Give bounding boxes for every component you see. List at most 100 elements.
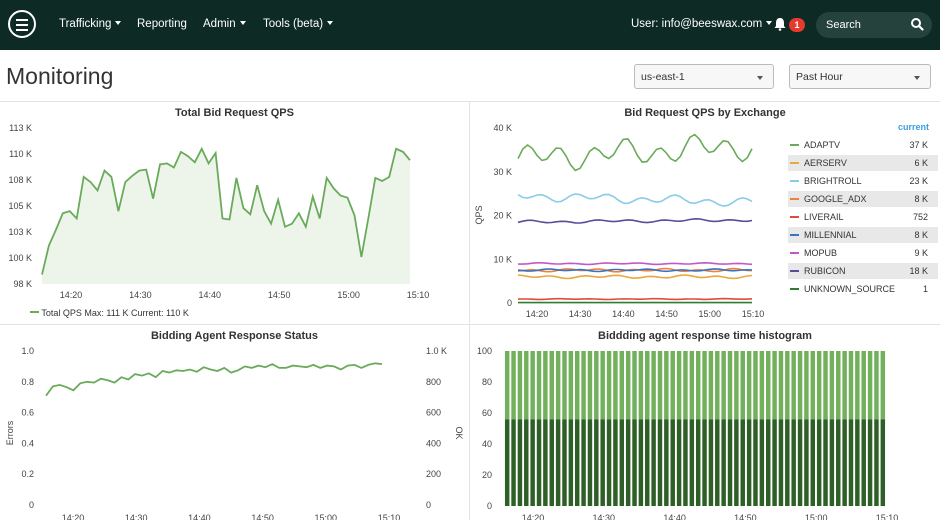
legend-current-value: 37 K (909, 140, 928, 150)
histogram-bar-fast (670, 419, 675, 506)
histogram-bar-slow (568, 351, 574, 420)
nav-tools[interactable]: Tools (beta) (263, 18, 334, 30)
y-tick-label: 100 K (8, 253, 32, 263)
x-tick-label: 15:00 (699, 309, 722, 319)
time-range-select-value: Past Hour (796, 71, 843, 83)
nav-trafficking[interactable]: Trafficking (59, 18, 122, 30)
y-axis-label-left: Errors (5, 420, 15, 445)
histogram-bar-slow (855, 351, 860, 420)
legend-series-name: RUBICON (804, 266, 846, 276)
histogram-bar-fast (836, 419, 841, 506)
total-qps-chart[interactable]: 113 K 110 K 108 K 105 K 103 K 100 K 98 K 14:20 1… (0, 102, 469, 324)
search-input[interactable]: Search (816, 12, 932, 38)
notification-badge[interactable]: 1 (789, 18, 805, 32)
legend-item-millennial[interactable]: MILLENNIAL 8 K (788, 227, 938, 243)
histogram-bar-fast (619, 419, 625, 506)
histogram-bar-slow (670, 351, 675, 420)
y-tick-label-right: 200 (426, 469, 441, 479)
x-tick-label: 14:40 (663, 513, 686, 520)
user-menu[interactable]: User: info@beeswax.com (631, 18, 773, 30)
histogram-bar-slow (587, 351, 593, 420)
legend-swatch (790, 180, 799, 182)
histogram-bar-slow (689, 351, 695, 420)
legend-series-name: GOOGLE_ADX (804, 194, 867, 204)
histogram-bar-slow (708, 351, 714, 420)
beeswax-logo-icon[interactable] (8, 10, 36, 38)
histogram-bar-fast (759, 419, 765, 506)
legend-series-name: AERSERV (804, 158, 847, 168)
x-tick-label: 15:00 (805, 513, 828, 520)
legend-swatch (790, 162, 799, 164)
histogram-bar-slow (765, 351, 771, 420)
histogram-bar-fast (625, 419, 631, 506)
legend-item-liverail[interactable]: LIVERAIL 752 (788, 209, 938, 225)
histogram-bar-slow (823, 351, 828, 420)
legend-swatch (790, 234, 799, 236)
histogram-bar-fast (581, 419, 586, 506)
histogram-bar-slow (562, 351, 567, 420)
histogram-bar-fast (797, 419, 803, 506)
series-line-millennial (517, 268, 753, 273)
histogram-bar-slow (753, 351, 758, 420)
legend-item-mopub[interactable]: MOPUB 9 K (788, 245, 938, 261)
legend-swatch (790, 216, 799, 218)
response-status-chart[interactable]: 1.0 0.8 0.6 0.4 0.2 0 1.0 K 800 600 400 200 0 14:20 1… (0, 325, 469, 520)
histogram-bar-slow (632, 351, 637, 420)
histogram-bar-slow (600, 351, 605, 420)
panel-title: Bidding Agent Response Status (150, 330, 319, 342)
legend-item-rubicon[interactable]: RUBICON 18 K (788, 263, 938, 279)
time-range-select[interactable]: Past Hour (789, 64, 931, 89)
nav-reporting[interactable]: Reporting (137, 18, 187, 30)
histogram-bar-slow (645, 351, 650, 420)
histogram-bar-slow (613, 351, 618, 420)
histogram-bar-fast (517, 419, 523, 506)
legend-current-value: 23 K (909, 176, 928, 186)
y-tick-label: 40 (482, 439, 492, 449)
legend-item-adaptv[interactable]: ADAPTV 37 K (788, 137, 938, 153)
qps-by-exchange-panel: Bid Request QPS by Exchange 40 K 30 K 20 K… (470, 102, 940, 324)
legend-swatch (30, 311, 39, 313)
search-icon[interactable] (910, 17, 924, 31)
histogram-bar-slow (549, 351, 554, 420)
histogram-bar-fast (613, 419, 618, 506)
y-tick-label: 103 K (8, 227, 32, 237)
histogram-bar-fast (664, 419, 669, 506)
histogram-bar-fast (829, 419, 835, 506)
histogram-bar-slow (804, 351, 809, 420)
legend-swatch (790, 144, 799, 146)
x-tick-label: 14:50 (655, 309, 678, 319)
legend-swatch (790, 288, 799, 290)
y-tick-label: 105 K (8, 201, 32, 211)
nav-admin[interactable]: Admin (203, 18, 246, 30)
histogram-bar-fast (816, 419, 822, 506)
divider (0, 101, 940, 102)
region-select[interactable]: us-east-1 (634, 64, 774, 89)
legend-item-unknown_source[interactable]: UNKNOWN_SOURCE 1 (788, 281, 938, 297)
histogram-bar-fast (638, 419, 644, 506)
legend-item-aerserv[interactable]: AERSERV 6 K (788, 155, 938, 171)
histogram-bar-slow (638, 351, 644, 420)
histogram-bar-fast (765, 419, 771, 506)
histogram-bar-slow (664, 351, 669, 420)
legend-current-header[interactable]: current (898, 122, 930, 132)
x-tick-label: 15:10 (876, 513, 899, 520)
x-tick-label: 14:20 (526, 309, 549, 319)
legend-item-brightroll[interactable]: BRIGHTROLL 23 K (788, 173, 938, 189)
histogram-bar-slow (606, 351, 612, 420)
series-line-liverail (517, 297, 753, 301)
histogram-bar-slow (511, 351, 516, 420)
region-select-value: us-east-1 (641, 71, 685, 83)
histogram-bar-slow (727, 351, 733, 420)
histogram-bar-fast (676, 419, 682, 506)
histogram-bar-slow (842, 351, 847, 420)
legend-item-google_adx[interactable]: GOOGLE_ADX 8 K (788, 191, 938, 207)
response-histogram-chart[interactable]: 100 80 60 40 20 0 14:20 14:30 14:40 14:50 15:00 15:… (470, 325, 940, 520)
y-tick-label: 0 (507, 298, 512, 308)
y-tick-label-right: 0 (426, 500, 431, 510)
y-tick-label: 10 K (493, 254, 512, 264)
histogram-bar-fast (651, 419, 656, 506)
histogram-bar-slow (619, 351, 625, 420)
qps-by-exchange-chart[interactable]: 40 K 30 K 20 K 10 K 0 14:20 14:30 14:40 14:50 15:… (470, 102, 940, 324)
bell-icon[interactable] (773, 17, 787, 31)
y-tick-label: 20 K (493, 211, 512, 221)
